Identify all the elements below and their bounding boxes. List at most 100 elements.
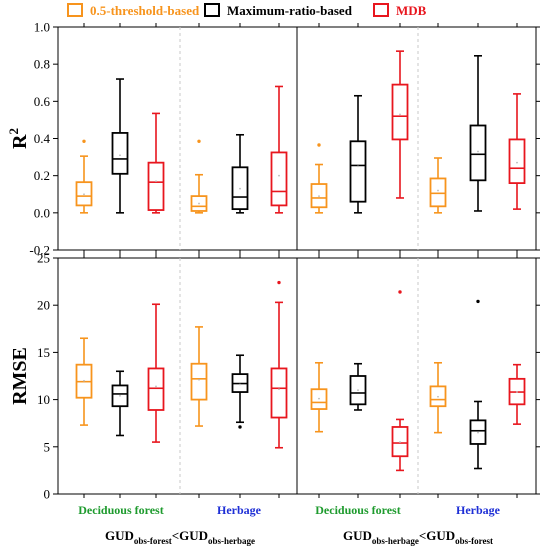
y-tick-label: 15 xyxy=(37,345,50,360)
box-maximum-ratio-based xyxy=(111,78,129,214)
box-mean xyxy=(516,161,518,164)
plot-r2: -0.2 0.0 0.2 0.4 0.6 0.8 1.0 R2 xyxy=(6,20,540,258)
box-mdb xyxy=(270,85,288,214)
box-mean xyxy=(399,441,401,443)
box-mean xyxy=(119,394,121,397)
box-iqr xyxy=(190,362,208,401)
panel-labels: Deciduous forest Herbage Deciduous forest H… xyxy=(78,503,500,546)
box-iqr xyxy=(147,367,165,411)
y-tick-label: 0 xyxy=(44,487,51,502)
y-tick-label: 0.2 xyxy=(34,168,50,183)
legend-swatch xyxy=(373,3,389,17)
box-mean xyxy=(83,193,85,196)
legend-swatch xyxy=(204,3,220,17)
box-mean xyxy=(119,154,121,157)
y-tick-label: 5 xyxy=(44,439,51,454)
box-mean xyxy=(437,395,439,398)
box-mdb xyxy=(147,112,165,214)
y-tick-label: 25 xyxy=(37,251,50,266)
y-tick-label: 0.6 xyxy=(34,94,51,109)
panel-label-sub2: obs-forest xyxy=(455,536,493,546)
category-label: Herbage xyxy=(456,503,501,517)
box-0-5-threshold-based xyxy=(190,139,208,214)
box-mean xyxy=(357,165,359,168)
box-mdb xyxy=(391,50,409,199)
box-mean xyxy=(477,150,479,153)
box-mean xyxy=(477,431,479,434)
y-axis-title: RMSE xyxy=(9,347,31,405)
y-tick-label: 10 xyxy=(37,392,50,407)
box-maximum-ratio-based xyxy=(111,370,129,437)
box-mean xyxy=(399,113,401,116)
box-iqr xyxy=(349,140,367,203)
panel-label-sub2: obs-herbage xyxy=(208,536,255,546)
legend-label: 0.5-threshold-based xyxy=(90,3,200,18)
box-mean xyxy=(198,202,200,205)
panel-label-op: <GUD xyxy=(172,528,208,543)
box-outlier xyxy=(238,425,242,429)
box-0-5-threshold-based xyxy=(190,326,208,427)
box-iqr xyxy=(391,83,409,141)
box-outlier xyxy=(277,280,281,285)
box-mean xyxy=(318,195,320,198)
box-0-5-threshold-based xyxy=(429,361,447,434)
panel-label-main: GUD xyxy=(105,528,134,543)
legend: 0.5-threshold-based Maximum-ratio-based MD… xyxy=(67,3,427,18)
box-mdb xyxy=(391,290,409,472)
box-outlier xyxy=(398,290,402,294)
box-mdb xyxy=(508,363,526,425)
box-maximum-ratio-based xyxy=(231,354,249,429)
box-mean xyxy=(437,189,439,192)
box-0-5-threshold-based xyxy=(310,361,328,433)
box-0-5-threshold-based xyxy=(310,143,328,214)
box-mean xyxy=(83,379,85,382)
box-maximum-ratio-based xyxy=(231,133,249,214)
panel-label-main: GUD xyxy=(343,528,372,543)
plot-rmse: 0 5 10 15 20 25 RMSE xyxy=(9,251,540,502)
category-label: Deciduous forest xyxy=(315,503,400,517)
box-maximum-ratio-based xyxy=(469,299,487,470)
y-axis-title: R2 xyxy=(6,128,31,149)
box-0-5-threshold-based xyxy=(75,337,93,426)
box-outlier xyxy=(317,143,321,147)
legend-label: Maximum-ratio-based xyxy=(227,3,353,18)
y-axis-title-text: RMSE xyxy=(9,347,31,405)
category-label: Deciduous forest xyxy=(78,503,163,517)
y-tick-label: 0.4 xyxy=(34,131,51,146)
panel-label-sub1: obs-forest xyxy=(134,536,172,546)
box-iqr xyxy=(429,177,447,208)
y-axis-title-text: R xyxy=(9,134,31,149)
y-tick-label: 0.8 xyxy=(34,57,50,72)
box-mdb xyxy=(508,93,526,210)
y-tick-label: 0.0 xyxy=(34,205,50,220)
box-mdb xyxy=(270,280,288,449)
box-iqr xyxy=(147,161,165,211)
box-mean xyxy=(357,389,359,392)
box-outlier xyxy=(476,299,480,304)
box-iqr xyxy=(469,124,487,182)
y-tick-label: 20 xyxy=(37,298,50,313)
box-iqr xyxy=(111,132,129,175)
legend-swatch xyxy=(67,3,83,17)
box-mean xyxy=(278,388,280,391)
plot-area: -0.2 0.0 0.2 0.4 0.6 0.8 1.0 R2 0 5 10 15 20 25 RMSE xyxy=(6,20,540,502)
y-tick-label: -0.2 xyxy=(29,243,50,258)
box-iqr xyxy=(270,151,288,207)
box-maximum-ratio-based xyxy=(349,94,367,214)
legend-label: MDB xyxy=(396,3,427,18)
box-mean xyxy=(155,385,157,388)
box-mean xyxy=(278,174,280,177)
box-mdb xyxy=(147,303,165,443)
box-maximum-ratio-based xyxy=(469,55,487,212)
y-tick-label: 1.0 xyxy=(34,20,50,35)
box-mean xyxy=(516,391,518,393)
box-0-5-threshold-based xyxy=(429,157,447,214)
panel-label: GUDobs-forest<GUDobs-herbage xyxy=(105,528,255,546)
box-maximum-ratio-based xyxy=(349,362,367,411)
panel-label-sub1: obs-herbage xyxy=(372,536,419,546)
box-mean xyxy=(318,397,320,400)
box-0-5-threshold-based xyxy=(75,139,93,214)
box-mean xyxy=(198,378,200,381)
box-outlier xyxy=(197,139,201,143)
